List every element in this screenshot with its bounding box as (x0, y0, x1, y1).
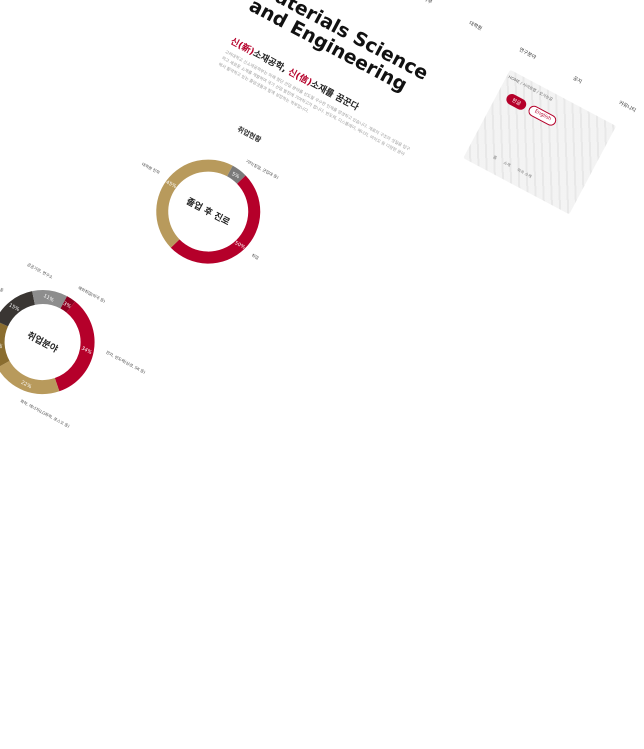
nav-item-undergraduate[interactable]: 학부 (419, 0, 434, 12)
slice-category-label: 공공기관, 연구소 (26, 261, 54, 280)
nav-item-notice[interactable]: 공지 (568, 75, 583, 92)
slice-category-label: 금융, 컨설팅 등 (0, 275, 5, 293)
slice-category-label: 기타(창업, 군입대 등) (245, 158, 280, 181)
donut-slice (0, 320, 23, 371)
slice-category-label: 대학원 진학 (141, 161, 161, 176)
page-content: 고려대학교 신소재공학부 학부 대학원 연구분야 공지 커뮤니티 HOME / … (0, 0, 617, 739)
breadcrumb-home[interactable]: 홈 (492, 154, 498, 161)
slice-category-label: 전자, 반도체(삼성, SK 등) (105, 349, 147, 375)
nav-item-graduate[interactable]: 대학원 (465, 20, 484, 39)
nav-item-community[interactable]: 커뮤니티 (614, 99, 637, 120)
slice-category-label: 해외취업(미국 등) (77, 284, 107, 304)
slice-category-label: 화학, 에너지(LG화학, 포스코 등) (19, 397, 71, 428)
donut-slice (0, 352, 64, 406)
donut-slice (139, 141, 233, 255)
donut-center-label: 졸업 후 진로 (184, 195, 232, 228)
donut-center-label: 취업분야 (25, 329, 61, 355)
slice-category-label: 취업 (251, 252, 261, 261)
nav-item-research[interactable]: 연구분야 (514, 46, 537, 67)
